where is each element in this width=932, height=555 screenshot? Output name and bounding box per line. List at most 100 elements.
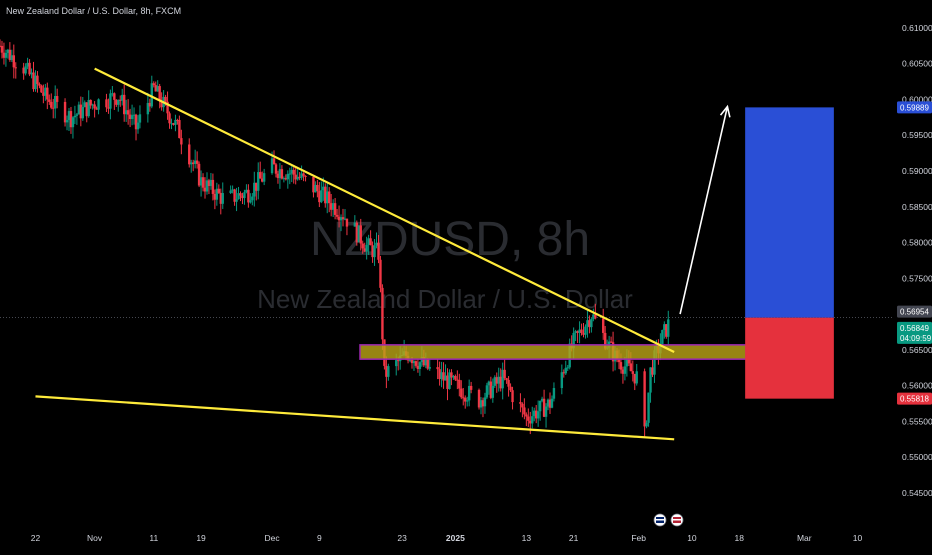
candle-body [0,45,2,47]
trendline-layer [0,67,893,441]
candle-body [304,175,307,177]
candle-body [483,397,487,407]
candle-body [251,196,254,201]
candle-body [544,406,548,417]
candle-body [32,72,35,90]
candle-body [529,420,532,424]
candle-body [312,176,315,193]
candle-body [331,203,335,210]
candle-body [298,176,301,178]
time-axis[interactable]: 22 Nov 11 19 Dec 9 23 2025 13 21 Feb 10 18 Mar 10 [31,533,863,543]
candle-body [302,173,305,176]
candle-body [158,86,161,101]
price-axis[interactable]: 0.61000 0.60500 0.60000 0.59500 0.59000 0.585… [902,23,932,498]
candle-body [249,200,252,203]
candle-body [550,398,554,408]
candle-body [203,187,207,192]
candle-body [633,373,636,384]
candle-body [353,222,357,227]
candle-body [527,416,530,421]
candle-body [231,189,234,191]
candles [0,39,670,437]
x-tick-label: 11 [149,533,158,543]
candle-body [201,177,205,188]
y-tick-label: 0.58500 [902,202,932,212]
candle-body [195,160,199,164]
candle-body [373,245,376,258]
flag-event-icon[interactable] [670,513,684,527]
x-tick-label: 19 [196,533,206,543]
candle-body [481,400,485,407]
candle-body [209,179,213,186]
candle-body [221,193,224,204]
y-tick-label: 0.60000 [902,94,932,104]
candle-body [538,400,542,412]
candle-body [444,375,447,381]
candle-body [111,93,114,95]
flag-stripe [656,519,664,521]
y-tick-label: 0.55000 [902,452,932,462]
y-tick-label: 0.58000 [902,238,932,248]
candle-body [22,67,25,74]
candle-body [438,369,441,380]
candle-body [122,94,126,115]
candle-body [387,366,390,377]
candle-body [46,87,49,100]
candle-body [276,173,280,179]
candle-body [523,407,526,415]
candle-body [324,186,327,204]
y-tick-label: 0.56000 [902,381,932,391]
candle-body [199,177,203,186]
x-tick-label: 23 [397,533,407,543]
candle-body [511,390,514,403]
candle-body [97,99,100,110]
candle-body [63,101,67,123]
candle-body [629,363,633,372]
prev-price-bg [897,305,932,318]
candle-body [282,178,286,180]
stop-box[interactable] [745,317,834,399]
candle-body [215,188,219,200]
x-tick-label: 9 [317,533,322,543]
candle-body [233,189,236,202]
candle-body [73,115,77,118]
candle-body [456,379,459,381]
candle-body [412,361,416,364]
candle-body [28,62,31,75]
candle-body [134,114,138,130]
candle-body [385,365,388,377]
candle-body [126,110,130,115]
candle-body [501,369,504,389]
candle-body [487,381,491,386]
candle-body [574,331,577,333]
candle-body [0,45,4,53]
flag-event-icon[interactable] [653,513,667,527]
countdown-label: 04:09:59 [900,334,932,343]
candle-body [562,372,565,374]
projection-arrow[interactable] [679,106,729,315]
y-tick-label: 0.61000 [902,23,932,33]
event-markers[interactable] [653,513,684,527]
candle-body [24,66,27,74]
candle-body [119,99,122,101]
candle-body [603,332,607,349]
support-line-trendline[interactable] [35,395,675,441]
candle-body [592,314,595,320]
candle-body [50,101,53,108]
candle-body [361,243,364,249]
candle-body [48,99,51,102]
candle-body [619,362,623,370]
candle-body [190,162,193,165]
candle-body [489,381,493,398]
x-tick-label: Dec [264,533,280,543]
support-zone[interactable] [359,344,747,360]
candle-body [564,367,567,374]
candle-body [79,104,83,119]
y-tick-label: 0.55500 [902,416,932,426]
watermark: NZDUSD, 8h New Zealand Dollar / U.S. Dol… [257,213,633,314]
candle-body [534,410,538,419]
target-box[interactable] [745,107,834,318]
descending-resistance-trendline[interactable] [94,67,675,353]
